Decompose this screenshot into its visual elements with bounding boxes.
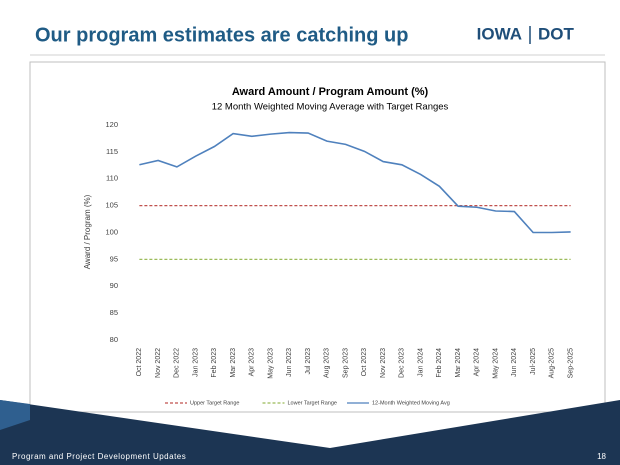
x-tick-label: Feb 2023 [211,348,218,378]
plot: 80 85 90 95 100 105 110 115 120 Oct 2022 Nov 2022 D… [105,120,574,406]
chart-frame [29,61,606,413]
x-tick-label: Mar 2024 [455,348,462,378]
footer-accent [0,400,30,430]
x-tick-label: May 2023 [267,348,274,379]
x-tick-label: Jun 2023 [286,348,293,377]
footer-band [0,400,620,465]
x-tick-label: Mar 2023 [230,348,237,378]
y-tick-label: 85 [110,308,118,317]
logo-iowa: IOWA [477,24,522,43]
footer-text: Program and Project Development Updates [12,452,186,461]
x-tick-label: Nov 2022 [155,348,162,378]
y-tick-label: 80 [110,335,118,344]
y-tick-label: 115 [106,147,118,156]
x-tick-label: Sep 2023 [342,348,349,378]
x-tick-label: Jan 2023 [192,348,199,377]
y-axis-label: Award / Program (%) [83,194,92,269]
x-tick-label: Dec 2022 [174,348,181,378]
x-tick-label: May 2024 [492,348,499,379]
slide-title: Our program estimates are catching up [35,24,408,46]
y-tick-label: 105 [105,201,118,210]
x-tick-label: Jun 2024 [511,348,518,377]
x-tick-label: Nov 2023 [380,348,387,378]
series-line [139,131,571,234]
x-tick-label: Aug 2023 [324,348,331,378]
chart-subtitle: 12 Month Weighted Moving Average with Ta… [212,102,449,113]
y-tick-label: 120 [105,120,118,129]
page-number: 18 [597,452,606,461]
x-tick-label: Aug-2025 [549,348,556,378]
x-tick-label: Jul-2025 [530,348,537,375]
x-tick-label: Apr 2023 [249,348,256,377]
x-tick-label: Oct 2022 [136,348,143,377]
legend-label: 12-Month Weighted Moving Avg [372,400,450,406]
x-tick-label: Jan 2024 [417,348,424,377]
y-tick-label: 90 [110,281,118,290]
logo-dot: DOT [538,24,575,43]
x-tick-label: Apr 2024 [474,348,481,377]
legend-label: Lower Target Range [288,400,337,406]
x-tick-label: Feb 2024 [436,348,443,378]
y-tick-label: 95 [110,254,118,263]
x-tick-label: Oct 2023 [361,348,368,377]
chart-title: Award Amount / Program Amount (%) [232,86,429,98]
y-tick-label: 100 [105,227,118,236]
legend-label: Upper Target Range [190,400,239,406]
y-tick-label: 110 [106,174,118,183]
x-tick-label: Sep-2025 [567,348,574,378]
x-tick-label: Dec 2023 [399,348,406,378]
x-tick-label: Jul 2023 [305,348,312,375]
